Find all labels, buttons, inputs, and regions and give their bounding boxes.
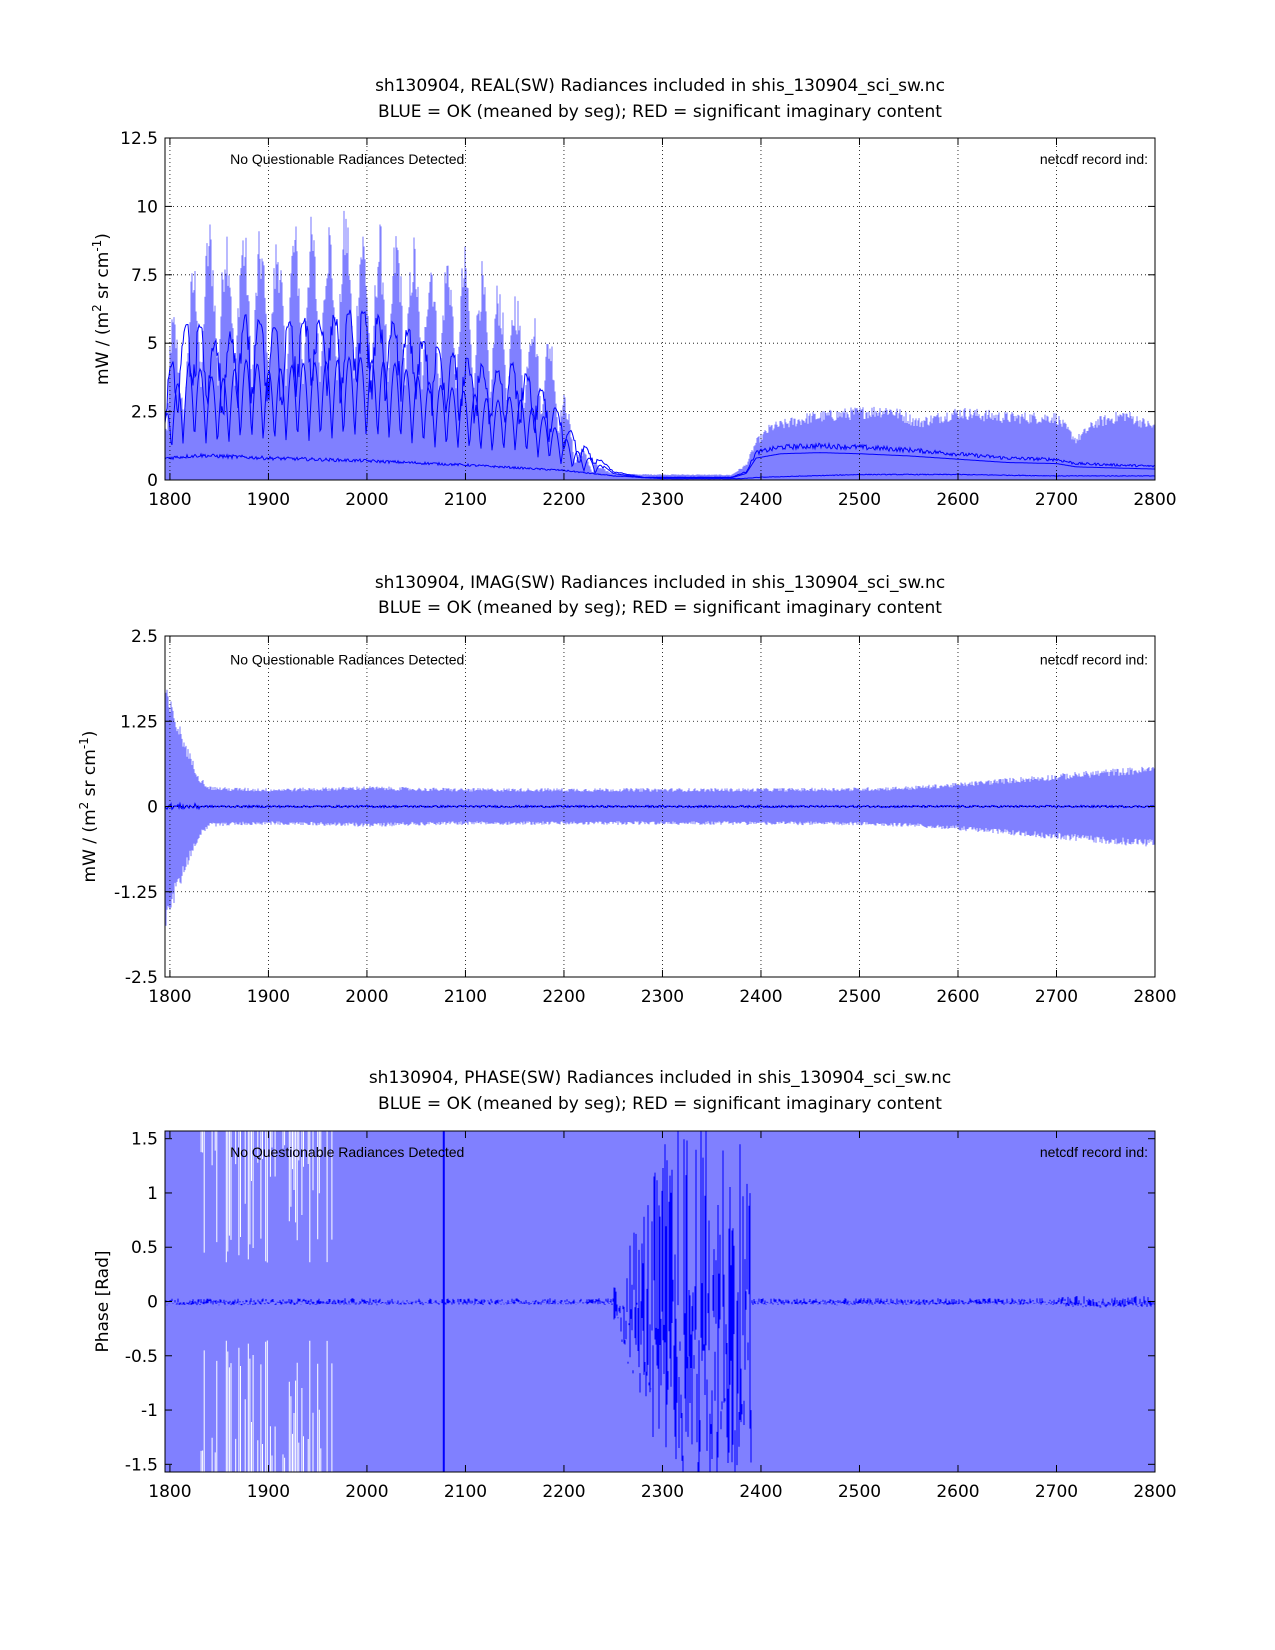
x-tick-label: 2500 [838,987,881,1007]
y-axis-label: mW / (m2 sr cm-1) [77,731,100,883]
chart-subtitle: BLUE = OK (meaned by seg); RED = signifi… [378,598,942,618]
y-tick-label: -1 [141,1401,158,1421]
y-tick-label: 1 [147,1184,158,1204]
x-tick-label: 2100 [444,490,487,510]
x-tick-label: 2100 [444,1482,487,1502]
series-gaps [200,1131,333,1472]
x-tick-label: 1900 [247,490,290,510]
series-segment-mean-upper- [165,309,1155,479]
x-tick-label: 2500 [838,490,881,510]
annotation: netcdf record ind: [1040,1144,1148,1160]
x-tick-label: 2300 [641,1482,684,1502]
chart-subtitle: BLUE = OK (meaned by seg); RED = signifi… [378,1094,942,1114]
x-tick-label: 2800 [1133,490,1176,510]
y-tick-label: 2.5 [131,403,158,423]
y-tick-label: -1.25 [114,883,158,903]
y-tick-label: 1.25 [120,712,158,732]
annotation: No Questionable Radiances Detected [230,151,464,167]
panel-3: sh130904, PHASE(SW) Radiances included i… [93,1068,1177,1502]
x-tick-label: 2200 [542,987,585,1007]
series-segment-mean [165,1131,1155,1472]
x-tick-label: 2700 [1035,490,1078,510]
series-envelope [165,210,1155,480]
series-segment-mean-secondary [165,355,1155,479]
y-tick-label: 7.5 [131,266,158,286]
x-tick-label: 2500 [838,1482,881,1502]
x-tick-label: 2100 [444,987,487,1007]
series-segment-mean-low- [165,452,1155,480]
x-tick-label: 1900 [247,987,290,1007]
x-tick-label: 2700 [1035,987,1078,1007]
plot-area [165,689,1155,926]
y-tick-label: 5 [147,334,158,354]
x-tick-label: 2000 [345,1482,388,1502]
y-tick-label: 0 [147,1293,158,1313]
plot-area [165,1131,1155,1472]
x-tick-label: 2800 [1133,987,1176,1007]
x-tick-label: 1800 [148,987,191,1007]
y-tick-label: -2.5 [125,968,158,988]
x-tick-label: 2800 [1133,1482,1176,1502]
y-tick-label: 0 [147,471,158,491]
panel-1: sh130904, REAL(SW) Radiances included in… [90,76,1177,510]
x-tick-label: 2300 [641,987,684,1007]
x-tick-label: 2200 [542,1482,585,1502]
chart-title: sh130904, REAL(SW) Radiances included in… [375,76,945,96]
x-tick-label: 2400 [739,1482,782,1502]
y-tick-label: 10 [136,197,158,217]
x-tick-label: 2000 [345,490,388,510]
panel-2: sh130904, IMAG(SW) Radiances included in… [77,573,1177,1007]
x-tick-label: 1800 [148,490,191,510]
x-tick-label: 2600 [936,490,979,510]
y-tick-label: 12.5 [120,129,158,149]
x-tick-label: 2600 [936,1482,979,1502]
y-axis-label: Phase [Rad] [93,1250,113,1352]
y-tick-label: 0.5 [131,1238,158,1258]
chart-title: sh130904, IMAG(SW) Radiances included in… [375,573,945,593]
annotation: No Questionable Radiances Detected [230,652,464,668]
plot-area [165,210,1155,480]
x-tick-label: 2400 [739,987,782,1007]
x-tick-label: 1800 [148,1482,191,1502]
y-tick-label: 2.5 [131,627,158,647]
x-tick-label: 2400 [739,490,782,510]
x-tick-label: 2600 [936,987,979,1007]
series-envelope [165,689,1155,926]
x-tick-label: 2300 [641,490,684,510]
x-tick-label: 2000 [345,987,388,1007]
x-tick-label: 2700 [1035,1482,1078,1502]
x-tick-label: 2200 [542,490,585,510]
series-segment-mean [165,801,1155,811]
y-tick-label: -0.5 [125,1347,158,1367]
annotation: netcdf record ind: [1040,652,1148,668]
annotation: No Questionable Radiances Detected [230,1144,464,1160]
y-axis-label: mW / (m2 sr cm-1) [90,233,113,385]
y-tick-label: -1.5 [125,1455,158,1475]
axes-box [164,137,1156,481]
y-tick-label: 0 [147,798,158,818]
chart-title: sh130904, PHASE(SW) Radiances included i… [369,1068,951,1088]
x-tick-label: 1900 [247,1482,290,1502]
y-tick-label: 1.5 [131,1130,158,1150]
annotation: netcdf record ind: [1040,151,1148,167]
chart-subtitle: BLUE = OK (meaned by seg); RED = signifi… [378,102,942,122]
